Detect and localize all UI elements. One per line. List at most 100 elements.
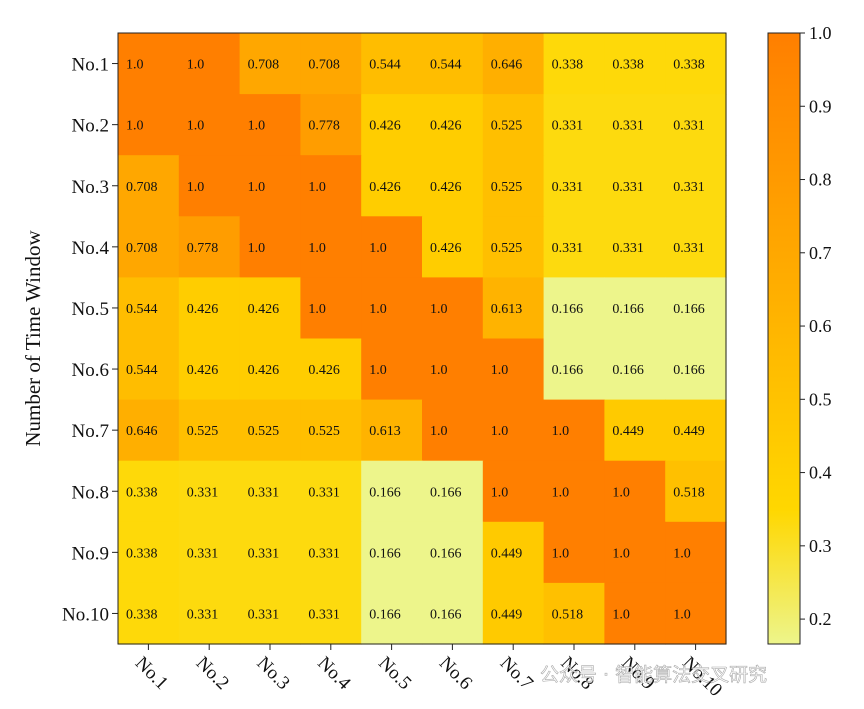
heatmap-cell xyxy=(422,277,484,340)
heatmap-cell xyxy=(300,582,362,645)
y-tick-label: No.6 xyxy=(72,360,109,381)
heatmap-cell xyxy=(422,399,484,462)
heatmap-cell xyxy=(118,338,180,401)
heatmap-value-label: 0.426 xyxy=(430,119,462,134)
y-tick-label: No.9 xyxy=(72,543,109,564)
heatmap-cell xyxy=(482,338,545,401)
heatmap-value-label: 0.331 xyxy=(673,180,705,195)
heatmap-cell xyxy=(300,460,362,523)
heatmap-cell xyxy=(604,216,666,278)
heatmap-value-label: 0.331 xyxy=(552,119,584,134)
heatmap-cell xyxy=(300,277,362,340)
x-tick-label: No.6 xyxy=(435,653,476,694)
heatmap-value-label: 0.331 xyxy=(308,546,340,561)
heatmap-cells xyxy=(118,33,727,645)
heatmap-cell xyxy=(361,155,423,217)
heatmap-value-label: 0.166 xyxy=(612,363,644,378)
y-axis-ticks: No.1 No.2 No.3 No.4 No.5 No.6 No.7 No.8 No.9 No.1… xyxy=(62,55,118,625)
heatmap-cell xyxy=(300,33,362,95)
heatmap-value-label: 1.0 xyxy=(552,546,570,561)
heatmap-value-label: 0.338 xyxy=(552,58,584,73)
y-tick-label: No.1 xyxy=(72,55,109,76)
heatmap-value-label: 1.0 xyxy=(552,424,570,439)
colorbar-tick-label: 0.7 xyxy=(809,243,832,263)
heatmap-cell xyxy=(300,521,362,584)
heatmap-value-label: 0.525 xyxy=(248,424,280,439)
heatmap-cell xyxy=(239,460,301,523)
heatmap-cell xyxy=(239,338,301,401)
heatmap-value-label: 1.0 xyxy=(369,363,387,378)
heatmap-cell xyxy=(482,33,545,95)
heatmap-value-labels: 1.0 1.0 0.708 0.708 0.544 0.544 0.646 0.338 0.33… xyxy=(126,58,705,623)
heatmap-cell xyxy=(361,94,423,156)
heatmap-value-label: 0.331 xyxy=(308,607,340,622)
colorbar-tick-label: 1.0 xyxy=(809,23,832,43)
colorbar-tick-label: 0.2 xyxy=(809,609,832,629)
heatmap-value-label: 0.166 xyxy=(673,302,705,317)
heatmap-value-label: 0.544 xyxy=(430,58,462,73)
heatmap-cell xyxy=(543,216,605,278)
heatmap-cell xyxy=(422,460,484,523)
plot-frame xyxy=(117,32,727,645)
heatmap-cell xyxy=(665,460,727,523)
heatmap-cell xyxy=(178,216,241,278)
heatmap-value-label: 0.426 xyxy=(369,180,401,195)
heatmap-cell xyxy=(482,277,545,340)
heatmap-value-label: 0.426 xyxy=(369,119,401,134)
heatmap-value-label: 0.544 xyxy=(369,58,401,73)
x-tick-label: No.3 xyxy=(252,653,293,694)
heatmap-value-label: 1.0 xyxy=(369,241,387,256)
heatmap-value-label: 0.426 xyxy=(187,302,219,317)
heatmap-value-label: 0.518 xyxy=(552,607,584,622)
heatmap-value-label: 1.0 xyxy=(673,546,691,561)
heatmap-value-label: 0.166 xyxy=(430,485,462,500)
heatmap-value-label: 0.338 xyxy=(673,58,705,73)
heatmap-value-label: 0.331 xyxy=(248,546,280,561)
heatmap-value-label: 0.166 xyxy=(369,485,401,500)
heatmap-cell xyxy=(665,399,727,462)
heatmap-value-label: 0.166 xyxy=(552,302,584,317)
heatmap-cell xyxy=(239,582,301,645)
heatmap-value-label: 0.166 xyxy=(369,607,401,622)
heatmap-cell xyxy=(118,216,180,278)
heatmap-value-label: 0.525 xyxy=(491,180,523,195)
heatmap-cell xyxy=(422,521,484,584)
heatmap-cell xyxy=(178,399,241,462)
heatmap-value-label: 1.0 xyxy=(248,119,266,134)
heatmap-cell xyxy=(665,582,727,645)
heatmap-value-label: 0.544 xyxy=(126,302,158,317)
heatmap-cell xyxy=(178,277,241,340)
heatmap-cell xyxy=(604,277,666,340)
heatmap-cell xyxy=(178,94,241,156)
heatmap-cell xyxy=(543,521,605,584)
heatmap-value-label: 0.426 xyxy=(187,363,219,378)
y-tick-label: No.3 xyxy=(72,177,109,198)
heatmap-cell xyxy=(118,33,180,95)
heatmap-cell xyxy=(178,521,241,584)
heatmap-cell xyxy=(361,33,423,95)
heatmap-cell xyxy=(482,216,545,278)
heatmap-value-label: 0.525 xyxy=(187,424,219,439)
heatmap-value-label: 0.338 xyxy=(126,607,158,622)
heatmap-value-label: 0.166 xyxy=(430,546,462,561)
heatmap-cell xyxy=(118,155,180,217)
colorbar-ticks: 1.0 0.9 0.8 0.7 0.6 0.5 0.4 0.3 0.2 xyxy=(800,23,832,629)
heatmap-value-label: 0.449 xyxy=(673,424,705,439)
heatmap-cell xyxy=(361,521,423,584)
y-tick-label: No.8 xyxy=(72,482,109,503)
heatmap-value-label: 0.331 xyxy=(248,485,280,500)
heatmap-cell xyxy=(543,582,605,645)
heatmap-cell xyxy=(543,33,605,95)
heatmap-value-label: 0.646 xyxy=(491,58,523,73)
heatmap-cell xyxy=(118,94,180,156)
heatmap-cell xyxy=(422,155,484,217)
heatmap-value-label: 1.0 xyxy=(430,363,448,378)
heatmap-cell xyxy=(239,33,301,95)
heatmap-cell xyxy=(422,33,484,95)
heatmap-value-label: 1.0 xyxy=(187,58,205,73)
heatmap-cell xyxy=(178,155,241,217)
heatmap-cell xyxy=(665,216,727,278)
heatmap-cell xyxy=(604,521,666,584)
heatmap-value-label: 0.525 xyxy=(308,424,340,439)
